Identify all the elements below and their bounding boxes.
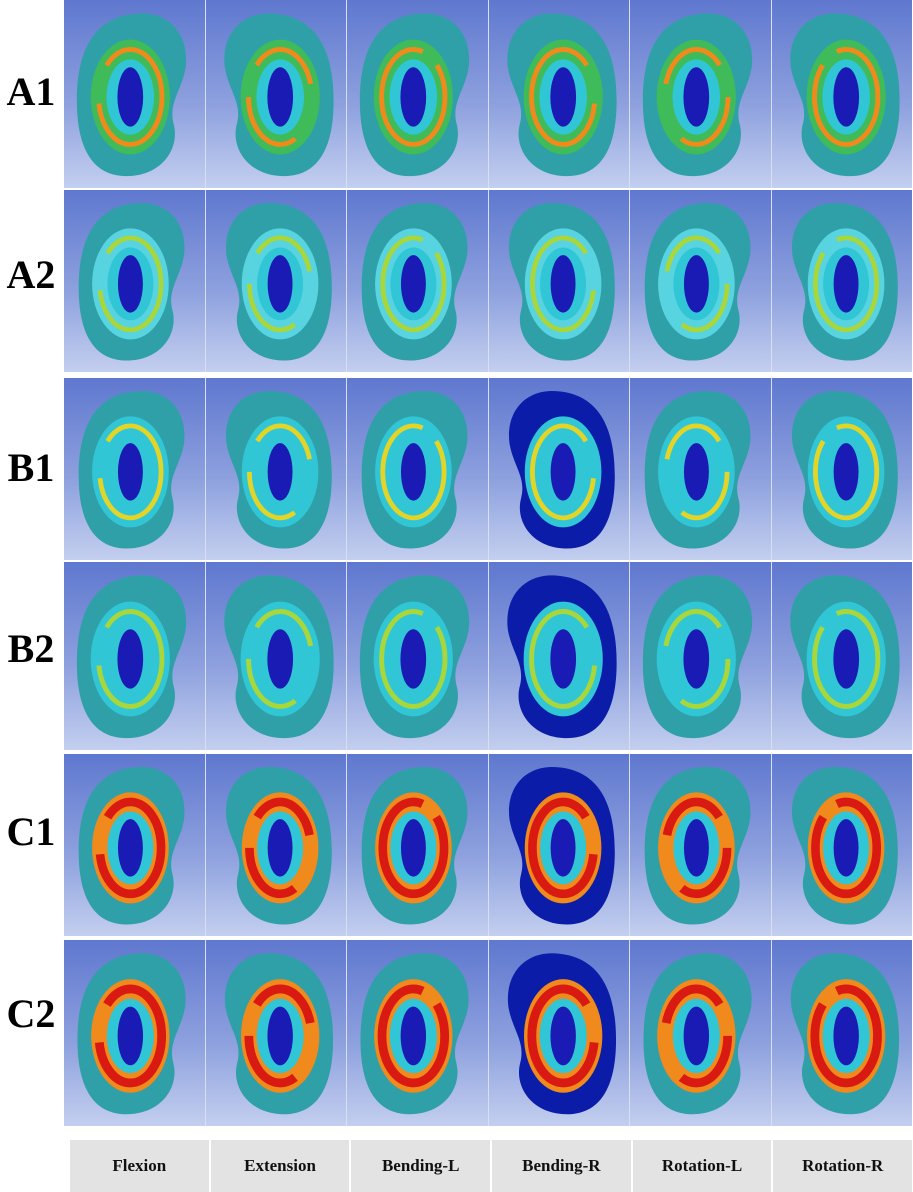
stress-map-a1-rotation-r [771, 0, 912, 188]
stress-map-b2-bending-l [347, 562, 489, 750]
stress-map-b2-rotation-r [771, 562, 912, 750]
stress-map-b1-bending-l [347, 378, 489, 560]
image-row-c2 [64, 940, 912, 1126]
stress-map-c1-rotation-l [630, 754, 772, 936]
stress-map-b2-rotation-l [630, 562, 772, 750]
stress-map-c2-rotation-r [771, 940, 912, 1126]
stress-map-a2-flexion [64, 190, 206, 372]
stress-map-a1-bending-l [347, 0, 489, 188]
stress-map-a2-rotation-r [771, 190, 912, 372]
stress-map-c2-rotation-l [630, 940, 772, 1126]
stress-map-b2-bending-r [488, 562, 630, 750]
stress-map-a2-extension [205, 190, 347, 372]
stress-map-b1-bending-r [488, 378, 630, 560]
stress-map-b1-rotation-l [630, 378, 772, 560]
stress-map-a1-bending-r [488, 0, 630, 188]
image-row-a1 [64, 0, 912, 188]
stress-map-c1-rotation-r [771, 754, 912, 936]
column-label-bar: Flexion Extension Bending-L Bending-R Ro… [70, 1140, 912, 1192]
stress-map-c2-extension [205, 940, 347, 1126]
stress-map-c1-bending-r [488, 754, 630, 936]
row-label-a2: A2 [6, 252, 56, 297]
stress-map-c1-flexion [64, 754, 206, 936]
stress-map-a2-bending-l [347, 190, 489, 372]
row-label-c1: C1 [6, 809, 56, 854]
column-label-bending-l: Bending-L [351, 1140, 493, 1192]
row-label-c2: C2 [6, 991, 56, 1036]
stress-map-c2-flexion [64, 940, 206, 1126]
column-label-bending-r: Bending-R [492, 1140, 633, 1192]
stress-map-b1-rotation-r [771, 378, 912, 560]
column-label-rotation-r: Rotation-R [802, 1156, 884, 1175]
column-label-rotation-l: Rotation-L [633, 1140, 774, 1192]
stress-map-b2-extension [205, 562, 347, 750]
stress-map-a2-bending-r [488, 190, 630, 372]
stress-map-c2-bending-r [488, 940, 630, 1126]
stress-map-b1-flexion [64, 378, 206, 560]
stress-map-a1-rotation-l [630, 0, 772, 188]
stress-map-b1-extension [205, 378, 347, 560]
stress-map-c1-extension [205, 754, 347, 936]
column-label-extension: Extension [211, 1140, 352, 1192]
image-row-b2 [64, 562, 912, 750]
stress-map-a1-extension [205, 0, 347, 188]
column-label-flexion: Flexion [70, 1140, 211, 1192]
stress-map-b2-flexion [64, 562, 206, 750]
stress-map-a1-flexion [64, 0, 206, 188]
row-label-b2: B2 [7, 626, 55, 671]
image-row-a2 [64, 190, 912, 372]
row-label-b1: B1 [7, 445, 55, 490]
row-label-a1: A1 [6, 69, 56, 114]
image-row-b1 [64, 378, 912, 560]
stress-map-c1-bending-l [347, 754, 489, 936]
stress-map-c2-bending-l [347, 940, 489, 1126]
image-row-c1 [64, 754, 912, 936]
stress-map-a2-rotation-l [630, 190, 772, 372]
